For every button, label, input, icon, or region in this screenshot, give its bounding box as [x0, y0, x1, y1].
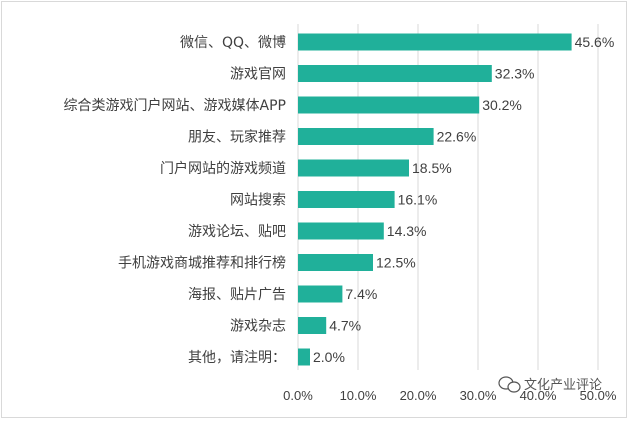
x-tick-label: 0.0% — [283, 388, 313, 403]
category-label: 朋友、玩家推荐 — [188, 129, 286, 146]
value-label: 45.6% — [575, 34, 615, 50]
bar — [298, 33, 572, 51]
category-label: 游戏杂志 — [230, 319, 286, 335]
x-tick-labels: 0.0% 10.0% 20.0% 30.0% 40.0% 50.0% — [283, 388, 617, 403]
wechat-icon — [498, 376, 521, 393]
category-label: 微信、QQ、微博 — [180, 34, 286, 51]
x-tick-label: 40.0% — [520, 388, 557, 403]
value-label: 16.1% — [398, 192, 438, 208]
category-label: 门户网站的游戏频道 — [160, 160, 286, 177]
watermark: 文化产业评论 — [498, 376, 602, 393]
value-label: 18.5% — [412, 160, 452, 176]
value-label: 22.6% — [437, 129, 477, 145]
bar — [298, 222, 384, 240]
x-tick-label: 50.0% — [580, 388, 617, 403]
bar — [298, 285, 343, 303]
x-tick-label: 30.0% — [460, 388, 497, 403]
value-labels: 45.6% 32.3% 30.2% 22.6% 18.5% 16.1% 14.3% 12.5%… — [313, 34, 614, 365]
bar — [298, 317, 327, 334]
category-label: 游戏论坛、贴吧 — [188, 224, 286, 240]
x-tick-label: 20.0% — [400, 388, 437, 403]
value-label: 32.3% — [495, 66, 535, 82]
value-label: 2.0% — [313, 349, 345, 365]
value-label: 4.7% — [329, 318, 361, 334]
value-label: 14.3% — [387, 223, 427, 239]
value-label: 30.2% — [482, 97, 522, 113]
bar — [298, 128, 434, 145]
category-label: 游戏官网 — [230, 67, 286, 83]
bar — [298, 254, 373, 271]
bar — [298, 191, 395, 208]
bar — [298, 96, 480, 114]
bar — [298, 65, 492, 82]
bar — [298, 348, 310, 366]
category-label: 网站搜索 — [230, 192, 286, 209]
bar — [298, 159, 409, 177]
watermark-text: 文化产业评论 — [524, 378, 602, 393]
category-label: 其他，请注明： — [188, 350, 286, 366]
bars — [298, 33, 572, 366]
category-label: 综合类游戏门户网站、游戏媒体APP — [64, 97, 286, 114]
category-label: 手机游戏商城推荐和排行榜 — [118, 255, 286, 272]
x-tick-label: 10.0% — [340, 388, 377, 403]
category-label: 海报、贴片广告 — [188, 287, 286, 303]
value-label: 7.4% — [345, 286, 377, 302]
value-label: 12.5% — [376, 255, 416, 271]
